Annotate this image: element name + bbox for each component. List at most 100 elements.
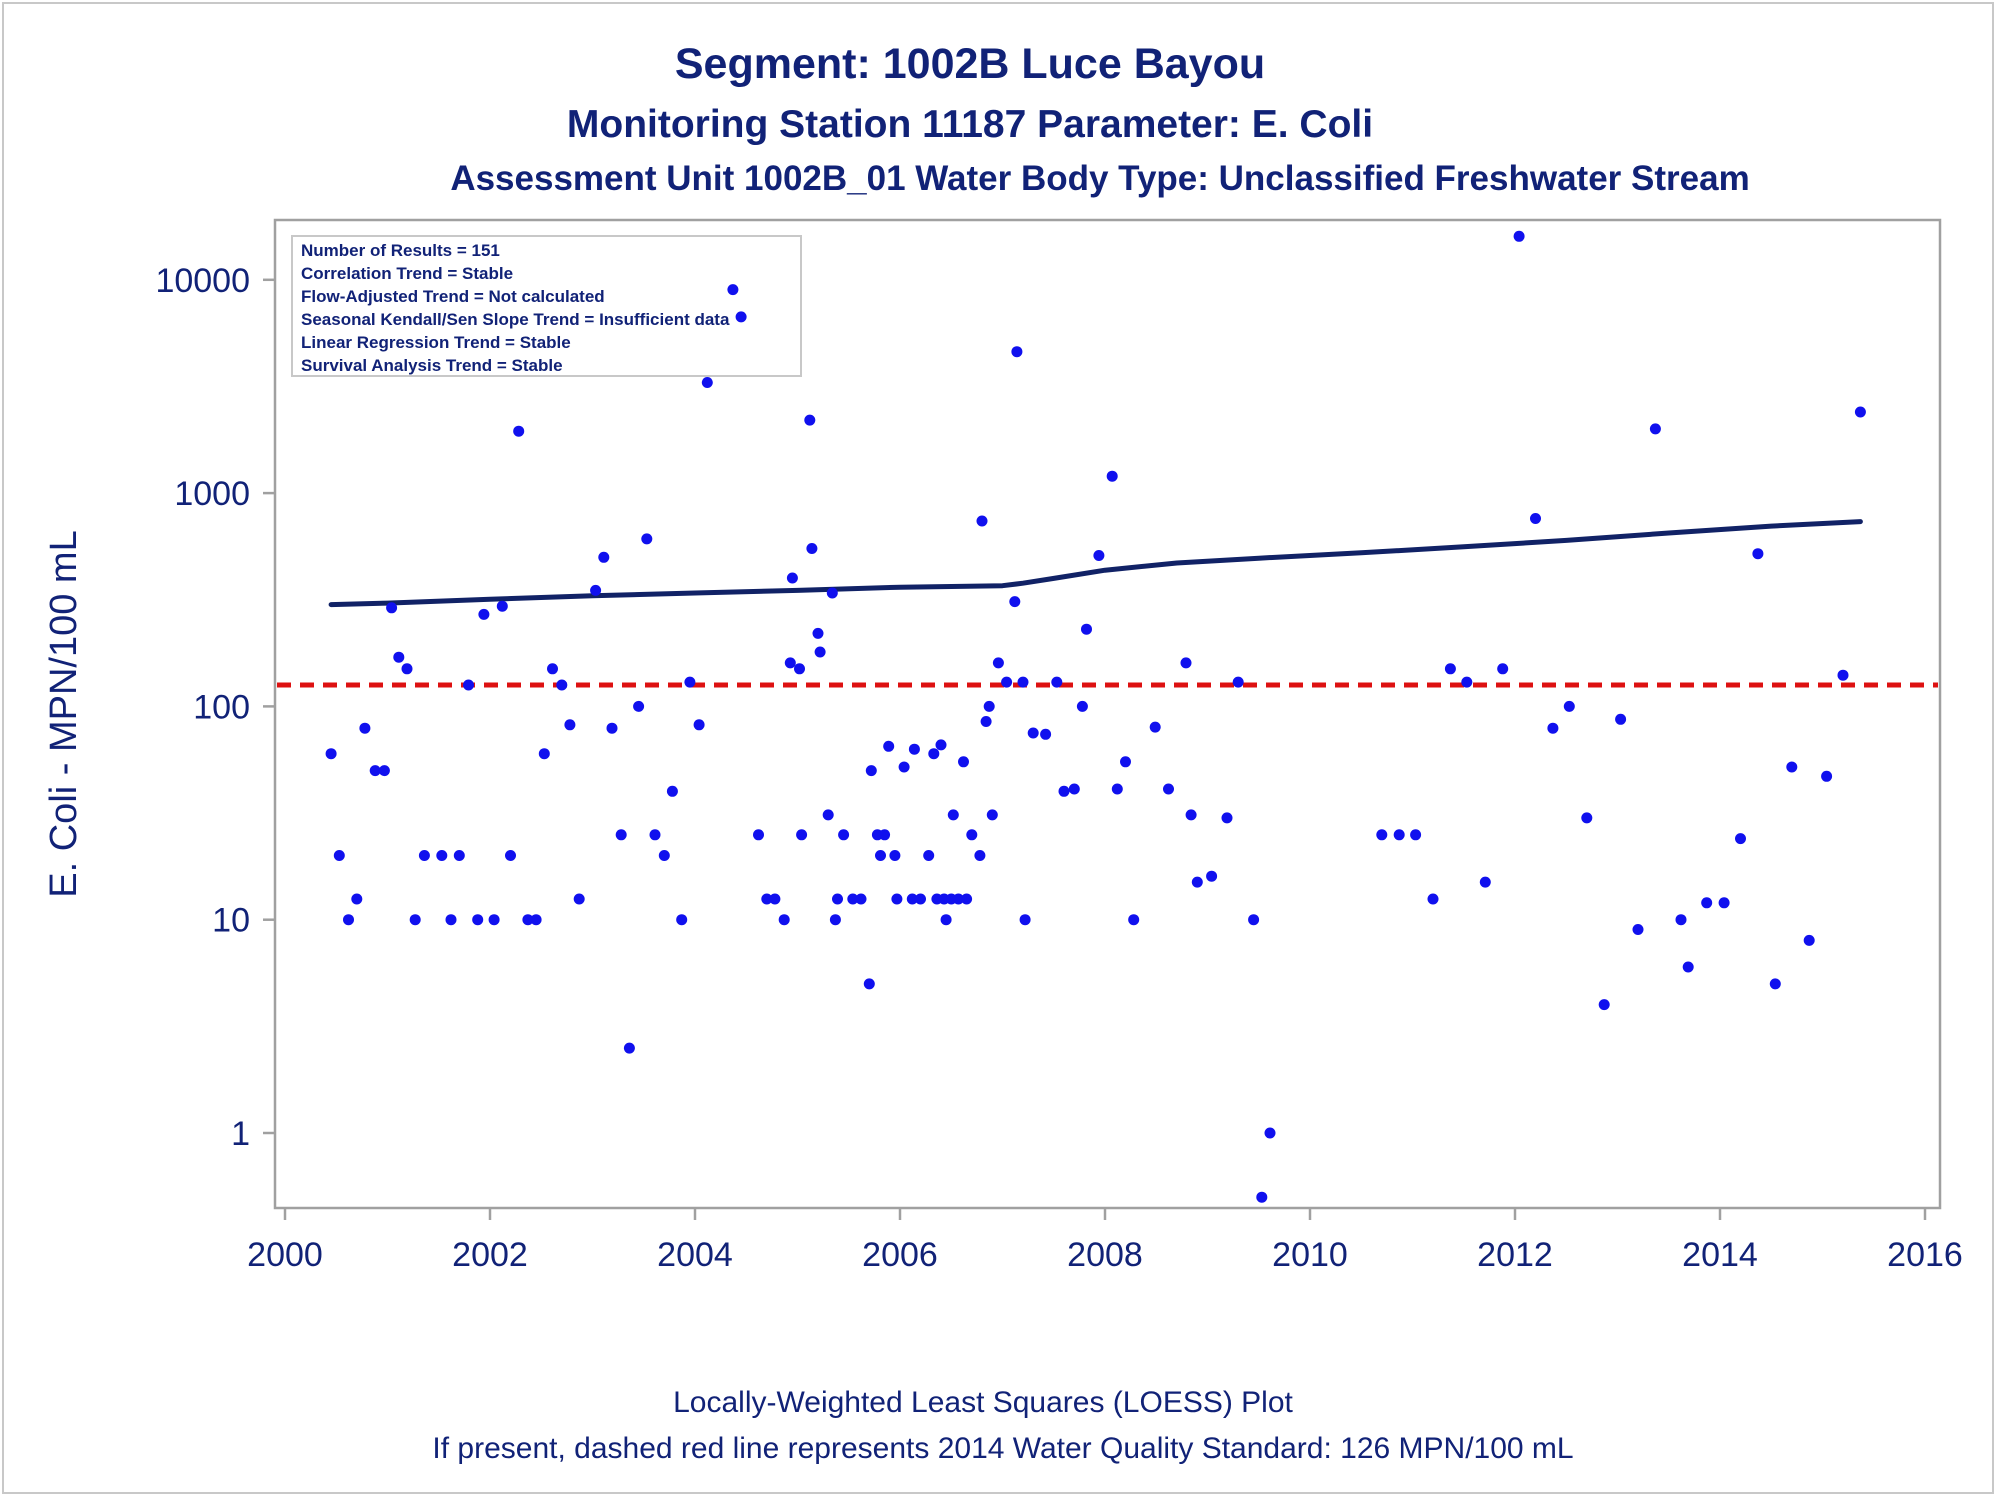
data-point [418, 850, 430, 861]
data-point [369, 765, 381, 777]
data-point [826, 587, 838, 599]
data-point [1001, 676, 1013, 688]
data-point [393, 651, 405, 663]
data-point [865, 765, 877, 777]
data-point [1058, 785, 1070, 797]
data-point [1563, 700, 1575, 712]
data-point [1221, 812, 1233, 824]
x-tick-label-2012: 2012 [1477, 1236, 1553, 1274]
stat-linear-regression-trend: Linear Regression Trend = Stable [301, 333, 571, 352]
x-tick-label-2000: 2000 [247, 1236, 323, 1274]
data-point [784, 657, 796, 669]
data-point [378, 765, 390, 777]
data-point [1180, 657, 1192, 669]
data-point [838, 829, 850, 841]
data-point [1632, 924, 1644, 935]
data-point [658, 850, 670, 861]
data-point [986, 809, 998, 821]
data-point [598, 551, 610, 563]
data-point [325, 748, 337, 760]
data-point [1701, 897, 1713, 909]
data-point [1393, 829, 1405, 841]
data-point [829, 914, 841, 926]
footnote-loess: Locally-Weighted Least Squares (LOESS) P… [673, 1386, 1293, 1419]
data-point [1598, 999, 1610, 1011]
data-point [863, 978, 875, 990]
data-point [1376, 829, 1388, 841]
data-point [1803, 934, 1815, 946]
data-point [386, 602, 398, 614]
data-point [633, 700, 645, 712]
data-point [822, 809, 834, 821]
plot-area [273, 218, 1942, 1210]
data-point [1837, 669, 1849, 681]
data-point [564, 719, 576, 731]
data-point [855, 893, 867, 905]
data-point [1444, 663, 1456, 675]
data-point [814, 646, 826, 658]
data-point [538, 748, 550, 760]
data-point [1615, 713, 1627, 725]
data-point [436, 850, 448, 861]
data-point [1163, 783, 1174, 795]
data-point [804, 414, 816, 426]
data-point [1248, 914, 1260, 926]
data-point [1682, 961, 1694, 973]
data-point [761, 893, 773, 905]
data-point [453, 850, 465, 861]
data-point [1735, 833, 1746, 845]
data-point [1185, 809, 1197, 821]
data-point [1461, 676, 1473, 688]
data-point [1821, 770, 1833, 782]
data-point [1191, 876, 1203, 888]
data-point [1068, 783, 1080, 795]
data-point [606, 722, 618, 734]
data-point [847, 893, 859, 905]
data-point [623, 1042, 635, 1054]
data-point [1011, 346, 1023, 358]
data-point [1256, 1191, 1268, 1203]
data-point [778, 914, 790, 926]
data-point [522, 914, 534, 926]
data-point [684, 676, 696, 688]
data-point [1718, 897, 1730, 909]
data-point [649, 829, 661, 841]
data-point [832, 893, 843, 905]
x-tick-label-2006: 2006 [862, 1236, 938, 1274]
stat-survival-analysis-trend: Survival Analysis Trend = Stable [301, 356, 563, 375]
data-point [794, 663, 805, 675]
data-point [1027, 727, 1039, 739]
data-point [1264, 1127, 1276, 1139]
data-point [547, 663, 558, 675]
data-point [974, 850, 986, 861]
data-point [906, 893, 918, 905]
data-point [928, 748, 940, 760]
y-axis-label: E. Coli - MPN/100 mL [43, 530, 85, 897]
data-point [1232, 676, 1244, 688]
data-point [1017, 676, 1029, 688]
data-point [359, 722, 371, 734]
data-point [735, 311, 747, 323]
data-point [812, 627, 824, 639]
data-point [879, 829, 891, 841]
data-point [875, 850, 886, 861]
y-tick-label-10: 10 [212, 902, 250, 940]
data-point [908, 743, 920, 755]
axes: 2000 2002 2004 2006 2008 2010 2012 2014 2016 1 10 1… [155, 262, 1962, 1274]
data-point [769, 893, 781, 905]
data-point [891, 893, 903, 905]
data-point [1513, 230, 1525, 242]
data-point [1649, 423, 1661, 435]
data-point [1547, 722, 1559, 734]
data-point [445, 914, 457, 926]
chart-marks [277, 230, 1938, 1203]
data-point [351, 893, 363, 905]
stats-box-border [291, 235, 802, 377]
data-point [786, 572, 798, 584]
data-point [796, 829, 808, 841]
x-tick-label-2014: 2014 [1682, 1236, 1758, 1274]
chart-subtitle-station: Monitoring Station 11187 Parameter: E. C… [567, 103, 1373, 146]
data-point [976, 515, 988, 527]
